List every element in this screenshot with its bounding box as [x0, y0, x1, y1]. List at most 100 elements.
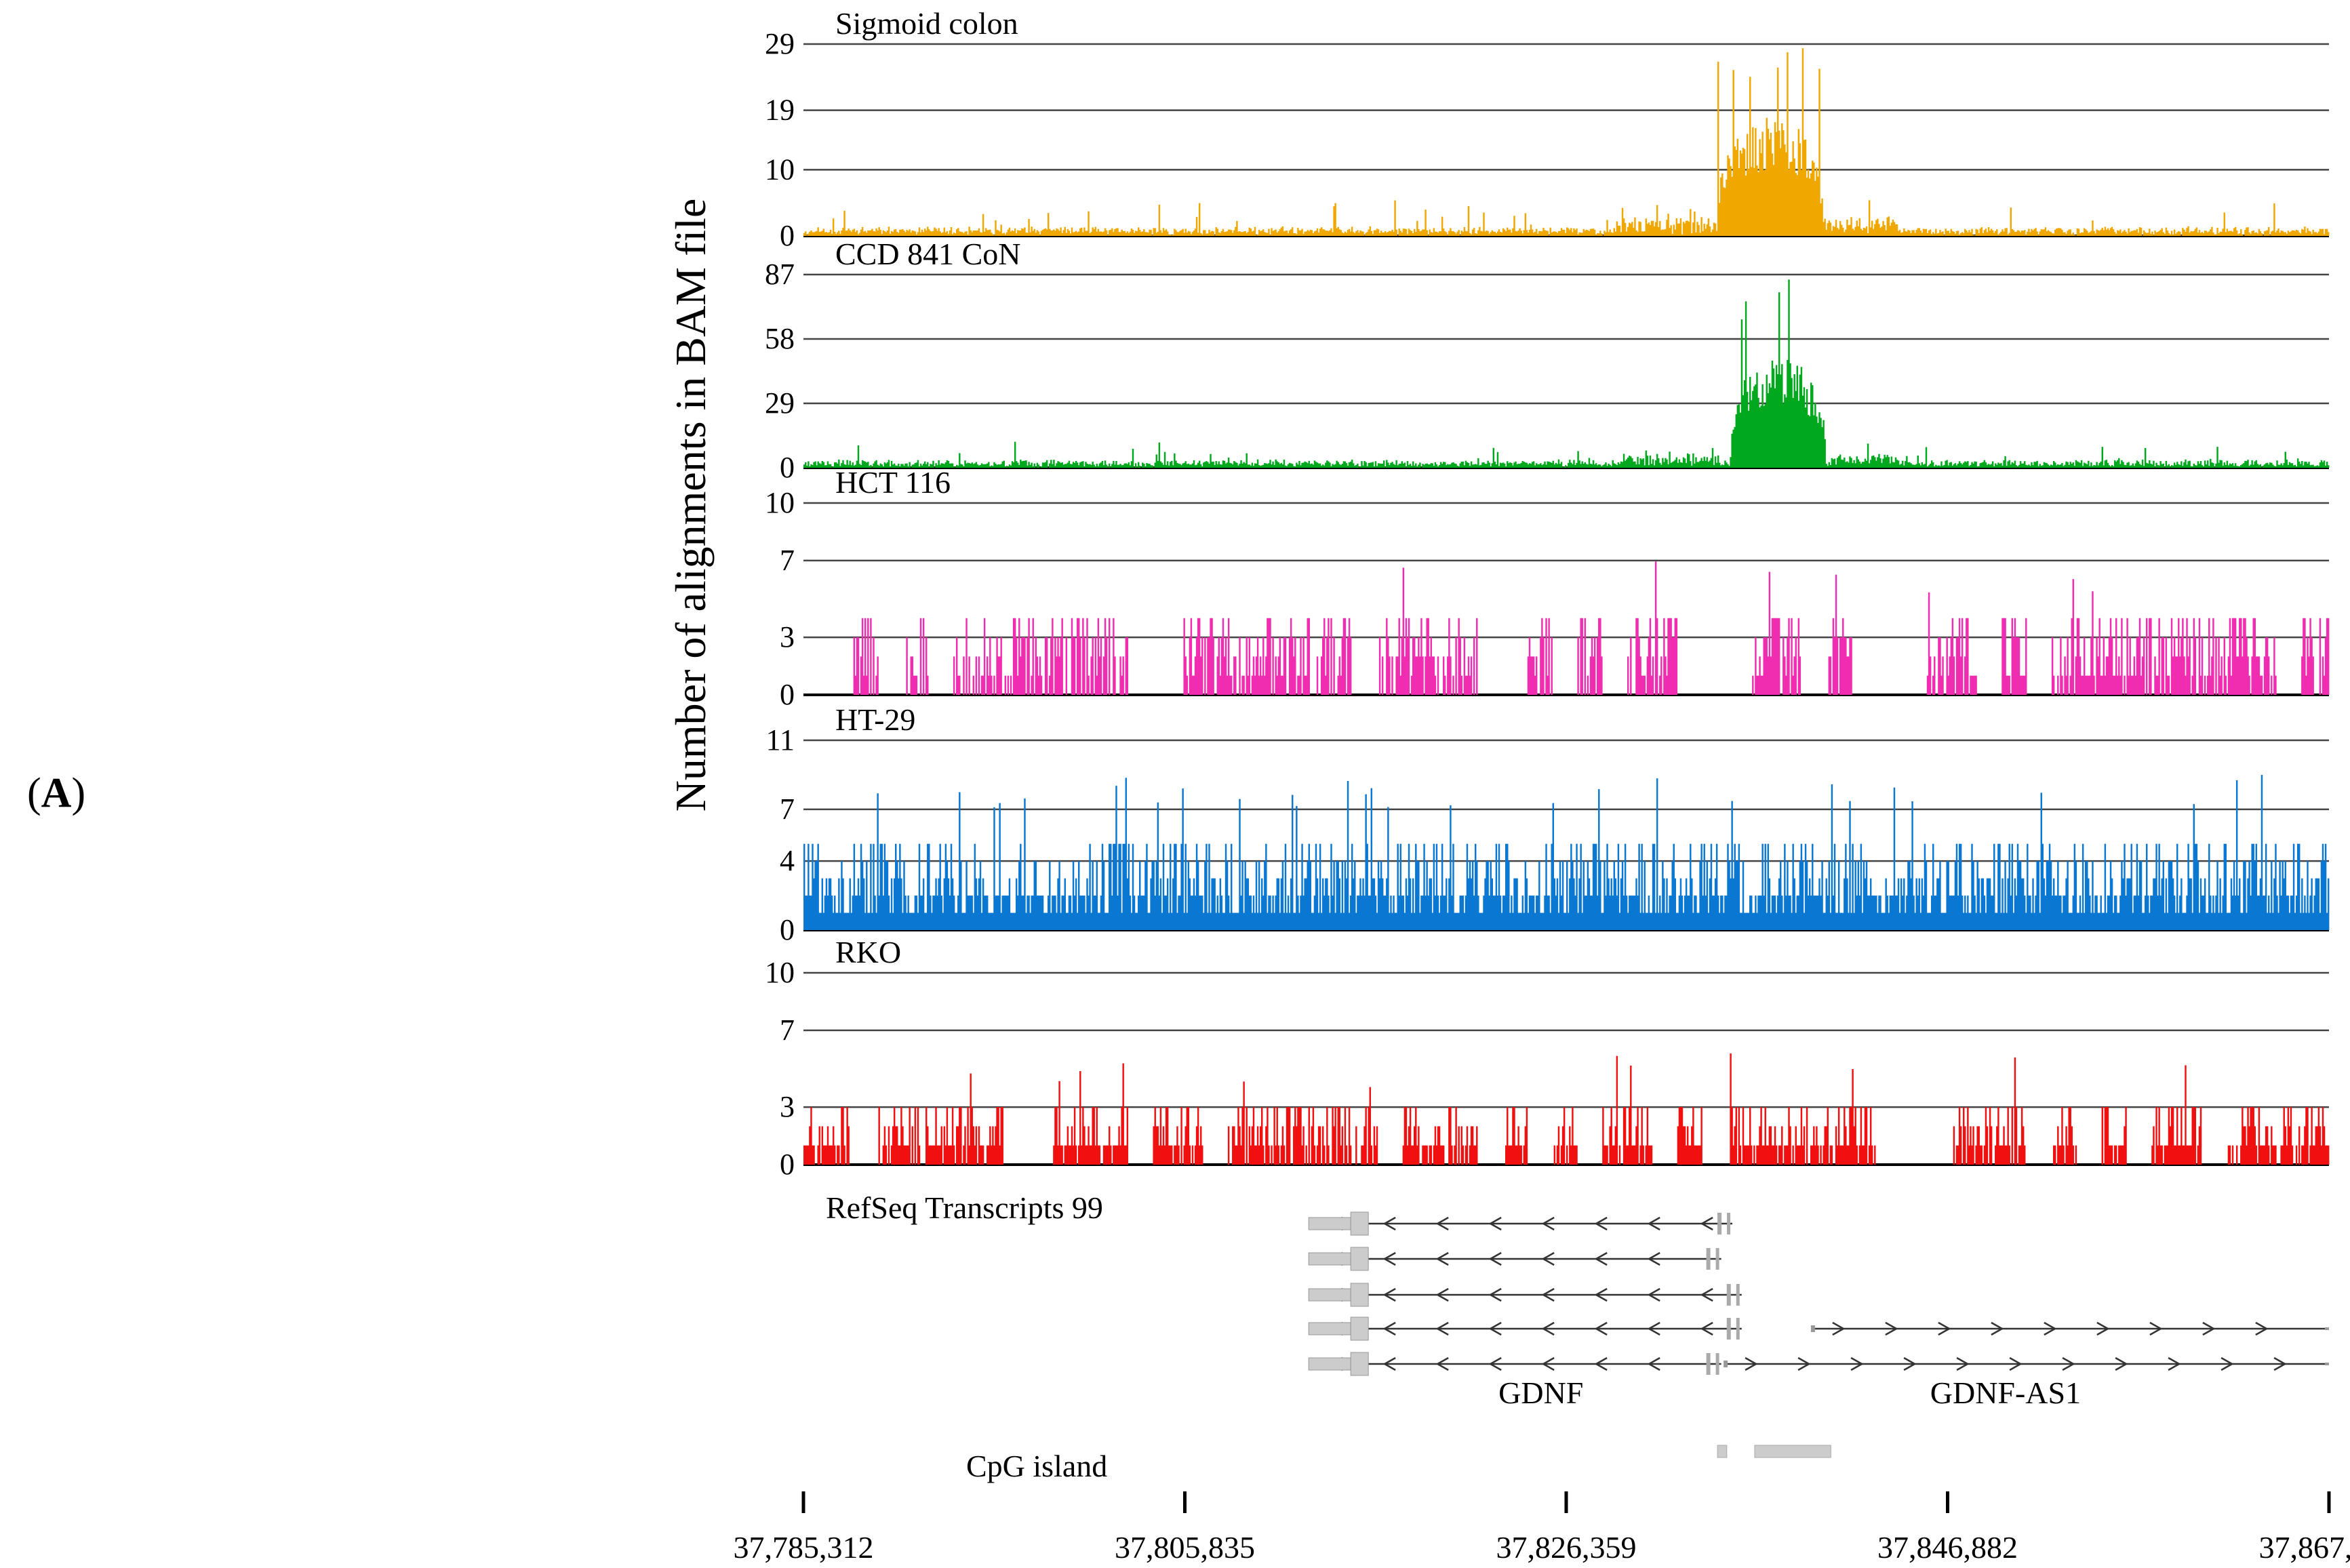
coverage-bar	[1921, 233, 1924, 236]
coverage-bar	[1345, 233, 1348, 236]
coverage-bar	[1053, 460, 1055, 468]
coverage-bar	[2327, 465, 2330, 468]
coverage-bar	[1022, 460, 1024, 468]
coverage-bar	[1926, 466, 1929, 468]
coverage-bar	[1361, 231, 1363, 236]
coverage-bar	[893, 463, 896, 468]
coverage-bar	[2323, 1126, 2326, 1165]
coverage-bar	[1096, 675, 1098, 695]
coverage-bar	[1194, 1145, 1197, 1165]
coverage-bar	[2246, 461, 2248, 468]
coverage-bar	[947, 878, 950, 930]
coverage-bar	[943, 1126, 946, 1165]
coverage-bar	[1793, 158, 1795, 236]
coverage-bar	[2067, 637, 2069, 695]
coverage-bar	[1964, 896, 1966, 930]
coverage-bar	[2304, 896, 2306, 930]
coverage-bar	[1759, 139, 1761, 236]
coverage-bar	[2275, 232, 2277, 236]
coverage-bar	[860, 229, 862, 236]
coverage-bar	[1797, 129, 1800, 236]
coverage-bar	[1877, 218, 1879, 236]
coverage-bar	[1089, 464, 1091, 468]
coverage-bar	[965, 861, 968, 930]
coverage-bar	[1520, 230, 1522, 236]
coverage-bar	[1465, 230, 1467, 236]
coverage-bar	[1606, 466, 1608, 468]
coverage-bar	[1547, 230, 1549, 236]
coverage-bar	[2172, 1107, 2174, 1165]
coverage-bar	[1823, 222, 1825, 236]
coverage-bar	[1646, 224, 1649, 236]
coverage-bar	[1585, 896, 1588, 930]
coverage-bar	[1275, 229, 1277, 236]
coverage-bar	[2311, 464, 2313, 468]
coverage-bar	[964, 231, 966, 236]
coverage-bar	[1974, 896, 1976, 930]
coverage-bar	[1319, 463, 1321, 468]
coverage-bar	[1011, 912, 1014, 930]
coverage-bar	[2237, 234, 2239, 236]
coverage-bar	[2161, 637, 2163, 695]
coverage-bar	[1057, 461, 1059, 468]
coverage-bar	[1738, 168, 1740, 236]
coverage-bar	[1093, 896, 1095, 930]
coverage-bar	[1871, 896, 1873, 930]
coverage-bar	[2277, 464, 2279, 468]
coverage-bar	[2019, 861, 2022, 930]
coverage-bar	[2178, 912, 2180, 930]
coverage-bar	[2258, 1107, 2261, 1165]
coverage-bar	[1778, 130, 1780, 236]
coverage-bar	[1431, 463, 1434, 468]
coverage-bar	[1139, 230, 1141, 236]
coverage-bar	[2231, 618, 2234, 695]
coverage-bar	[918, 1145, 921, 1165]
coverage-bar	[1983, 230, 1986, 236]
coverage-bar	[890, 878, 893, 930]
coverage-bar	[1397, 235, 1399, 236]
coverage-bar	[1345, 463, 1348, 468]
coverage-bar	[1513, 1107, 1515, 1165]
coverage-bar	[2101, 1107, 2103, 1165]
coverage-bar	[1625, 231, 1628, 236]
coverage-bar	[1620, 878, 1622, 930]
coverage-bar	[2029, 466, 2031, 468]
coverage-bar	[1275, 896, 1277, 930]
coverage-bar	[1625, 459, 1628, 468]
coverage-bar	[2125, 231, 2127, 236]
coverage-bar	[1206, 843, 1208, 930]
coverage-bar	[1090, 1145, 1092, 1165]
coverage-bar	[2008, 460, 2010, 468]
coverage-bar	[1688, 222, 1690, 236]
coverage-bar	[1058, 861, 1060, 930]
coverage-bar	[877, 230, 879, 236]
coverage-bar	[1031, 462, 1033, 468]
coverage-bar	[1349, 1145, 1352, 1165]
coverage-bar	[1540, 912, 1542, 930]
coverage-bar	[2255, 843, 2258, 930]
coverage-bar	[1954, 463, 1957, 468]
coverage-bar	[1322, 229, 1324, 236]
coverage-bar	[1349, 896, 1352, 930]
coverage-bar	[1601, 466, 1603, 468]
coverage-bar	[982, 214, 984, 236]
exon-cds	[1350, 1316, 1369, 1341]
coverage-bar	[1368, 463, 1370, 468]
coverage-bar	[1630, 1065, 1632, 1165]
coverage-bar	[1412, 1145, 1414, 1165]
coverage-bar	[2048, 843, 2051, 930]
coverage-bar	[1121, 465, 1123, 468]
coverage-bar	[1772, 618, 1775, 695]
coverage-bar	[1273, 1107, 1275, 1165]
coverage-bar	[1403, 228, 1406, 236]
coverage-bar	[2165, 1145, 2168, 1165]
coverage-bar	[1907, 230, 1909, 236]
coverage-bar	[1083, 466, 1086, 468]
coverage-bar	[1235, 462, 1237, 468]
coverage-bar	[1176, 1126, 1178, 1165]
coverage-bar	[1858, 461, 1861, 468]
coverage-bar	[1101, 843, 1104, 930]
coverage-bar	[1928, 465, 1930, 468]
coverage-bar	[1915, 878, 1917, 930]
coverage-bar	[1807, 415, 1810, 468]
